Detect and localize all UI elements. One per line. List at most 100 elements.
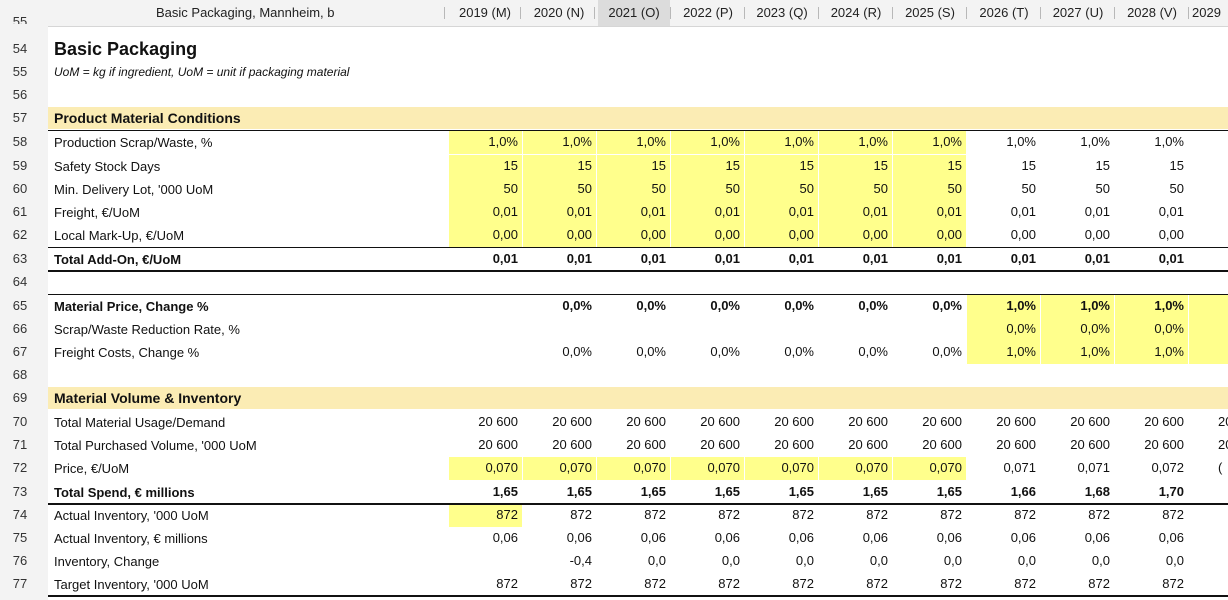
value-cell[interactable]: 0,00 (492, 227, 518, 242)
value-cell[interactable]: 872 (1162, 507, 1184, 522)
row-number[interactable]: 76 (12, 553, 28, 568)
value-cell[interactable]: 872 (1162, 576, 1184, 591)
value-cell[interactable]: 1,0% (932, 134, 962, 149)
value-cell[interactable]: 50 (577, 181, 592, 196)
value-cell[interactable]: 20 600 (552, 437, 592, 452)
column-header-2019[interactable]: 2019 (M) (458, 5, 512, 20)
value-cell[interactable]: 0,06 (788, 530, 814, 545)
value-cell[interactable]: 0,01 (1010, 251, 1036, 266)
value-cell[interactable]: 0,0% (858, 344, 888, 359)
row-label[interactable]: Total Spend, € millions (54, 484, 195, 500)
row-number[interactable]: 60 (12, 181, 28, 196)
row-label[interactable]: Price, €/UoM (54, 460, 130, 476)
row-number[interactable]: 56 (12, 87, 28, 102)
value-cell[interactable]: 0,01 (640, 204, 666, 219)
value-cell[interactable]: 0,0 (647, 553, 666, 568)
value-cell[interactable]: 0,0 (1091, 553, 1110, 568)
row-number[interactable]: 67 (12, 344, 28, 359)
value-cell[interactable]: 1,65 (714, 484, 740, 499)
value-cell[interactable]: 15 (799, 158, 814, 173)
value-cell[interactable]: 1,0% (1006, 344, 1036, 359)
value-cell[interactable]: 50 (1095, 181, 1110, 196)
value-cell[interactable]: 0,0 (869, 553, 888, 568)
value-cell[interactable]: 20 600 (1144, 414, 1184, 429)
row-number[interactable]: 72 (12, 460, 28, 475)
row-number[interactable]: 55 (12, 14, 28, 24)
value-cell[interactable]: 1,65 (862, 484, 888, 499)
row-label[interactable]: Inventory, Change (54, 553, 160, 569)
value-cell[interactable]: 0,06 (714, 530, 740, 545)
value-cell[interactable]: 0,071 (1077, 460, 1110, 475)
row-number[interactable]: 57 (12, 110, 28, 125)
value-cell[interactable]: 20 600 (478, 437, 518, 452)
value-cell[interactable]: 15 (725, 158, 740, 173)
value-cell[interactable]: 1,65 (640, 484, 666, 499)
value-cell[interactable]: 0,01 (936, 251, 962, 266)
value-cell[interactable]: 1,0% (1006, 298, 1036, 313)
value-cell[interactable]: 0,06 (936, 530, 962, 545)
value-cell[interactable]: 872 (570, 576, 592, 591)
value-cell[interactable]: 0,00 (1158, 227, 1184, 242)
value-cell[interactable]: 0,00 (640, 227, 666, 242)
row-label[interactable]: Freight, €/UoM (54, 204, 140, 220)
value-cell[interactable]: 0,0 (943, 553, 962, 568)
value-cell[interactable]: 20 600 (922, 414, 962, 429)
value-cell[interactable]: 0,01 (566, 204, 592, 219)
column-header-2028[interactable]: 2028 (V) (1127, 5, 1177, 20)
value-cell[interactable]: 0,0% (710, 344, 740, 359)
value-cell[interactable]: 0,0% (636, 344, 666, 359)
value-cell[interactable]: 872 (644, 507, 666, 522)
row-number[interactable]: 74 (12, 507, 28, 522)
value-cell[interactable]: 0,01 (1010, 204, 1036, 219)
value-cell[interactable]: 0,0% (1006, 321, 1036, 336)
value-cell[interactable]: 0,0% (562, 298, 592, 313)
value-cell[interactable]: 15 (873, 158, 888, 173)
value-cell[interactable]: 0,01 (492, 251, 518, 266)
value-cell[interactable]: 50 (947, 181, 962, 196)
value-cell[interactable]: 0,0% (636, 298, 666, 313)
value-cell[interactable]: 1,0% (784, 134, 814, 149)
value-cell[interactable]: 0,0 (1017, 553, 1036, 568)
row-number[interactable]: 65 (12, 298, 28, 313)
value-cell[interactable]: 0,01 (862, 251, 888, 266)
column-header-2027[interactable]: 2027 (U) (1052, 5, 1104, 20)
value-cell[interactable]: 15 (1095, 158, 1110, 173)
value-cell[interactable]: 872 (792, 507, 814, 522)
row-number[interactable]: 54 (12, 41, 28, 56)
value-cell[interactable]: 20 600 (922, 437, 962, 452)
value-cell[interactable]: 20 600 (774, 414, 814, 429)
value-cell[interactable]: 15 (651, 158, 666, 173)
value-cell[interactable]: 50 (873, 181, 888, 196)
value-cell[interactable]: 0,00 (1010, 227, 1036, 242)
value-cell[interactable]: 0,072 (1151, 460, 1184, 475)
value-cell[interactable]: 0,01 (714, 204, 740, 219)
value-cell[interactable]: 15 (1169, 158, 1184, 173)
row-label[interactable]: Safety Stock Days (54, 158, 161, 174)
value-cell[interactable]: 20 600 (700, 414, 740, 429)
value-cell[interactable]: 1,65 (788, 484, 814, 499)
row-label[interactable]: Actual Inventory, € millions (54, 530, 208, 546)
value-cell[interactable]: 1,0% (562, 134, 592, 149)
value-cell[interactable]: 0,06 (1084, 530, 1110, 545)
row-label[interactable]: Total Material Usage/Demand (54, 414, 226, 430)
value-cell[interactable]: 0,070 (633, 460, 666, 475)
value-cell[interactable]: 872 (496, 507, 518, 522)
column-header-2029[interactable]: 2029 (1192, 5, 1221, 20)
value-cell[interactable]: 0,00 (862, 227, 888, 242)
value-cell[interactable]: 20 600 (1070, 437, 1110, 452)
value-cell[interactable]: 0,0% (932, 344, 962, 359)
value-cell[interactable]: 1,65 (566, 484, 592, 499)
value-cell[interactable]: 872 (1014, 507, 1036, 522)
value-cell[interactable]: 0,071 (1003, 460, 1036, 475)
value-cell[interactable]: 0,01 (936, 204, 962, 219)
value-cell[interactable]: 20 600 (848, 437, 888, 452)
value-cell[interactable]: 50 (651, 181, 666, 196)
value-cell[interactable]: 20 600 (1070, 414, 1110, 429)
value-cell[interactable]: 0,00 (936, 227, 962, 242)
value-cell[interactable]: 1,0% (1154, 344, 1184, 359)
value-cell[interactable]: 20 600 (996, 414, 1036, 429)
value-cell[interactable]: 0,0% (1154, 321, 1184, 336)
value-cell[interactable]: 872 (496, 576, 518, 591)
row-number[interactable]: 61 (12, 204, 28, 219)
value-cell[interactable]: 0,01 (1158, 251, 1184, 266)
